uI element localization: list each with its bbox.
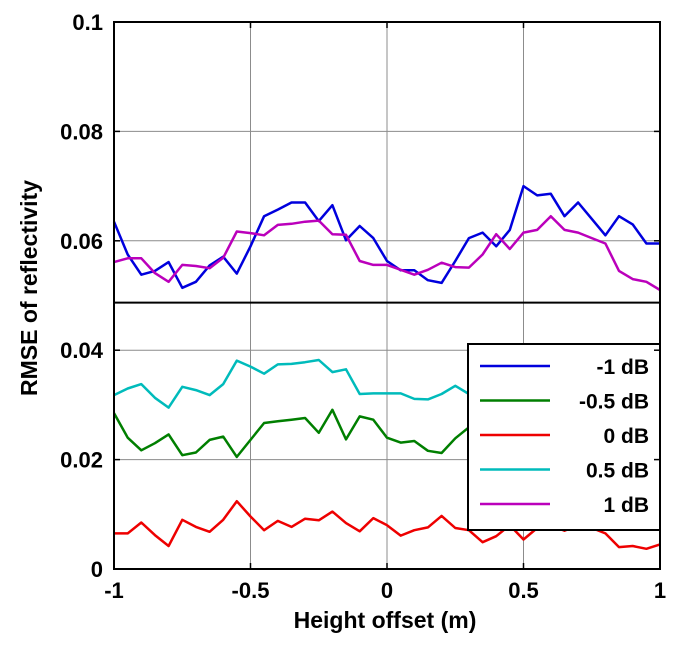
x-tick-label: -1 [104,578,124,603]
legend-box [467,343,661,531]
y-tick-label: 0.06 [60,229,103,254]
y-tick-label: 0.1 [72,10,103,35]
x-tick-label: -0.5 [232,578,270,603]
series-line-0 [112,184,660,290]
legend-label: 1 dB [603,494,649,517]
legend-label: -1 dB [597,356,650,379]
y-tick-label: 0.04 [60,338,104,363]
legend-label: -0.5 dB [579,391,649,414]
x-tick-label: 0.5 [508,578,539,603]
x-tick-label: 0 [381,578,393,603]
x-axis-ticks: -1 -0.5 0 0.5 1 [104,22,666,603]
y-axis-ticks: 0 0.02 0.04 0.06 0.08 0.1 [60,10,660,582]
y-axis-title: RMSE of reflectivity [16,180,42,396]
y-tick-label: 0.08 [60,119,103,144]
legend-label: 0 dB [603,425,649,448]
legend: -1 dB -0.5 dB 0 dB 0.5 dB 1 dB [467,343,661,531]
series-line-4 [113,214,661,292]
y-tick-label: 0 [91,557,103,582]
y-tick-label: 0.02 [60,448,103,473]
x-axis-title: Height offset (m) [294,607,477,633]
legend-label: 0.5 dB [586,460,649,483]
x-tick-label: 1 [654,578,666,603]
